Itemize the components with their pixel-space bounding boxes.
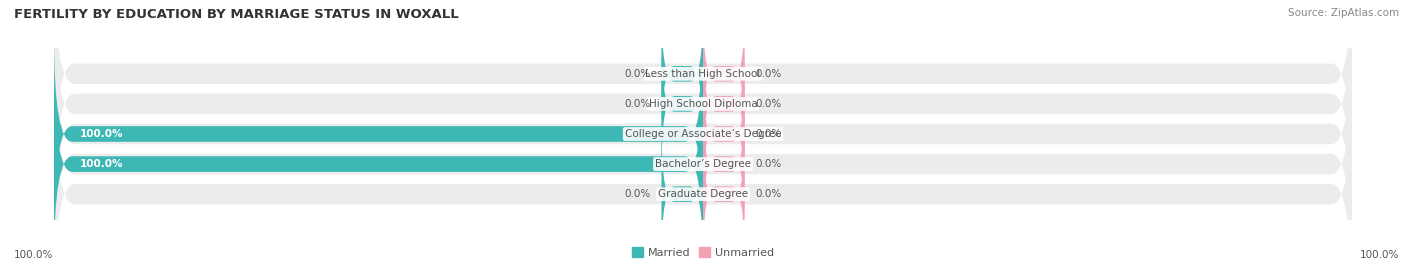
FancyBboxPatch shape [53, 36, 703, 232]
FancyBboxPatch shape [703, 127, 745, 262]
Text: 0.0%: 0.0% [755, 189, 782, 199]
FancyBboxPatch shape [53, 84, 1353, 268]
FancyBboxPatch shape [53, 54, 1353, 268]
FancyBboxPatch shape [53, 0, 1353, 214]
Text: 100.0%: 100.0% [14, 250, 53, 260]
FancyBboxPatch shape [661, 127, 703, 262]
Text: 0.0%: 0.0% [755, 69, 782, 79]
Text: 0.0%: 0.0% [624, 189, 651, 199]
Text: 100.0%: 100.0% [80, 129, 124, 139]
Text: College or Associate’s Degree: College or Associate’s Degree [624, 129, 782, 139]
Text: Bachelor’s Degree: Bachelor’s Degree [655, 159, 751, 169]
FancyBboxPatch shape [703, 97, 745, 232]
Text: 0.0%: 0.0% [755, 159, 782, 169]
Legend: Married, Unmarried: Married, Unmarried [627, 243, 779, 262]
Text: High School Diploma: High School Diploma [648, 99, 758, 109]
FancyBboxPatch shape [53, 0, 1353, 184]
Text: 0.0%: 0.0% [624, 69, 651, 79]
Text: Source: ZipAtlas.com: Source: ZipAtlas.com [1288, 8, 1399, 18]
FancyBboxPatch shape [703, 6, 745, 141]
Text: Graduate Degree: Graduate Degree [658, 189, 748, 199]
FancyBboxPatch shape [661, 36, 703, 171]
Text: FERTILITY BY EDUCATION BY MARRIAGE STATUS IN WOXALL: FERTILITY BY EDUCATION BY MARRIAGE STATU… [14, 8, 458, 21]
FancyBboxPatch shape [703, 36, 745, 171]
FancyBboxPatch shape [53, 66, 703, 262]
Text: 0.0%: 0.0% [755, 129, 782, 139]
Text: 100.0%: 100.0% [80, 159, 124, 169]
Text: 100.0%: 100.0% [1360, 250, 1399, 260]
Text: 0.0%: 0.0% [624, 99, 651, 109]
Text: 0.0%: 0.0% [755, 99, 782, 109]
FancyBboxPatch shape [661, 6, 703, 141]
FancyBboxPatch shape [703, 66, 745, 202]
Text: Less than High School: Less than High School [645, 69, 761, 79]
FancyBboxPatch shape [53, 24, 1353, 244]
